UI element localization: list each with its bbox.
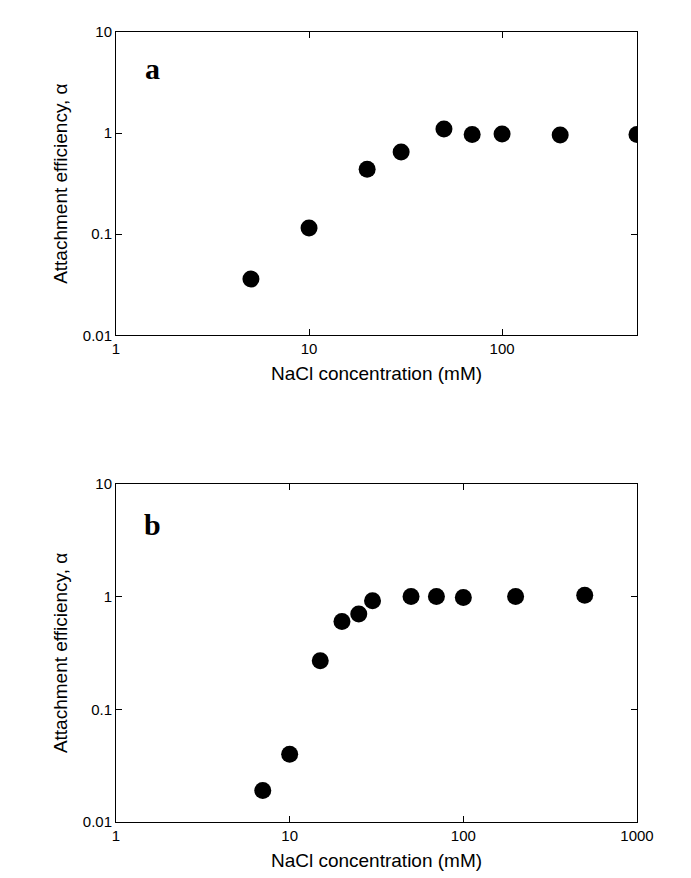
svg-text:10: 10 (95, 475, 112, 492)
svg-text:1: 1 (112, 827, 120, 844)
svg-text:NaCl concentration (mM): NaCl concentration (mM) (271, 850, 482, 871)
svg-text:0.01: 0.01 (83, 327, 112, 344)
svg-text:0.1: 0.1 (91, 701, 112, 718)
svg-text:NaCl concentration (mM): NaCl concentration (mM) (271, 363, 482, 384)
svg-text:1: 1 (104, 588, 112, 605)
svg-text:0.1: 0.1 (91, 225, 112, 242)
svg-text:100: 100 (451, 827, 476, 844)
svg-text:100: 100 (490, 340, 515, 357)
svg-text:Attachment efficiency, α: Attachment efficiency, α (50, 83, 71, 283)
svg-text:10: 10 (281, 827, 298, 844)
svg-text:1: 1 (104, 124, 112, 141)
svg-text:1000: 1000 (620, 827, 653, 844)
svg-text:a: a (145, 52, 160, 85)
svg-text:10: 10 (301, 340, 318, 357)
svg-text:1: 1 (112, 340, 120, 357)
svg-text:0.01: 0.01 (83, 813, 112, 830)
svg-text:Attachment efficiency, α: Attachment efficiency, α (50, 553, 71, 753)
svg-text:b: b (144, 508, 161, 541)
svg-text:10: 10 (95, 23, 112, 40)
